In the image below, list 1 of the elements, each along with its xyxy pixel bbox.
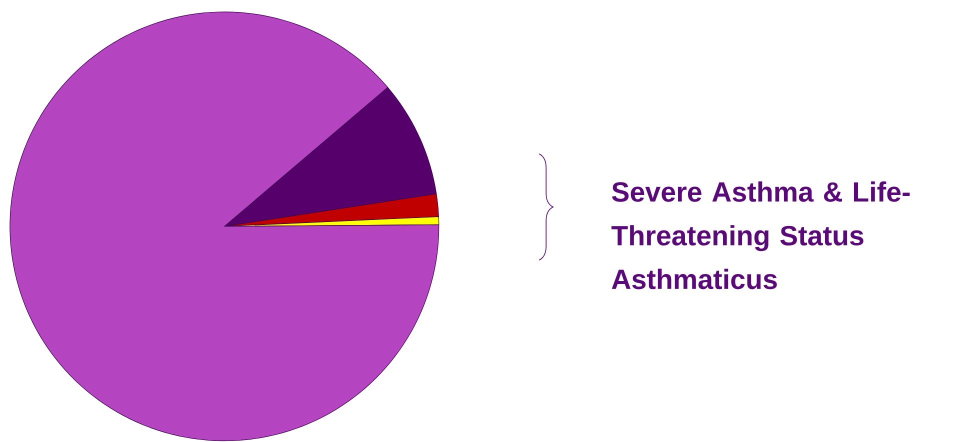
- text: Severe Asthma & Life-Threatening Status Asthmaticus: [611, 182, 910, 290]
